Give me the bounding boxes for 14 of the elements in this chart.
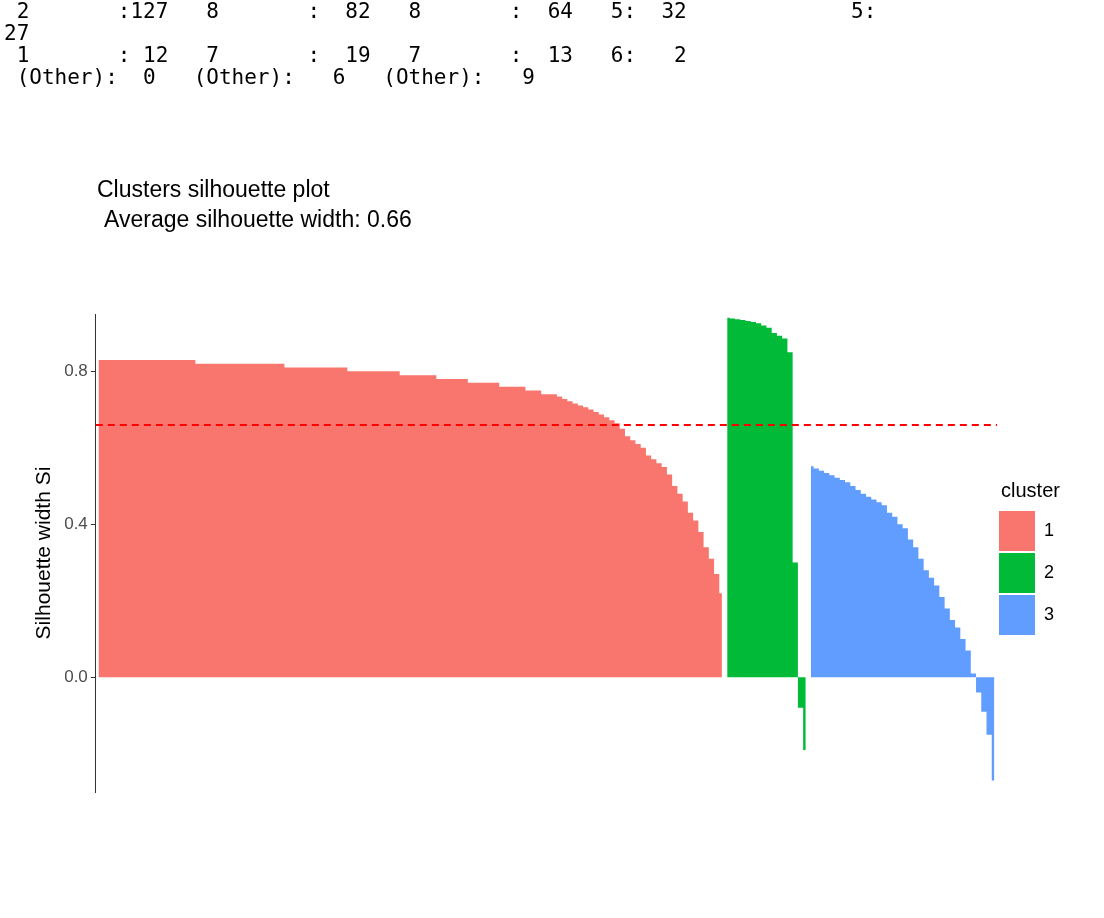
chart-title: Clusters silhouette plot bbox=[97, 176, 330, 203]
legend-label: 3 bbox=[1043, 603, 1054, 624]
y-tick-label: 0.4 bbox=[64, 514, 88, 534]
legend-label: 1 bbox=[1043, 519, 1054, 540]
text: (Other): 0 (Other): 6 (Other): 9 bbox=[16, 65, 536, 89]
y-axis-title: Silhouette width Si bbox=[31, 466, 55, 640]
text: 1 : 12 7 : 19 7 : 13 6: 2 bbox=[16, 43, 687, 67]
legend-label: 2 bbox=[1043, 561, 1054, 582]
text: 27 bbox=[4, 21, 30, 45]
legend-title: cluster bbox=[1001, 478, 1061, 501]
text: 2 :127 8 : 82 8 : 64 5: 32 5: bbox=[16, 0, 877, 23]
chart-subtitle: Average silhouette width: 0.66 bbox=[104, 206, 412, 233]
y-tick-label: 0.8 bbox=[64, 361, 88, 381]
y-tick-label: 0.0 bbox=[64, 666, 88, 686]
